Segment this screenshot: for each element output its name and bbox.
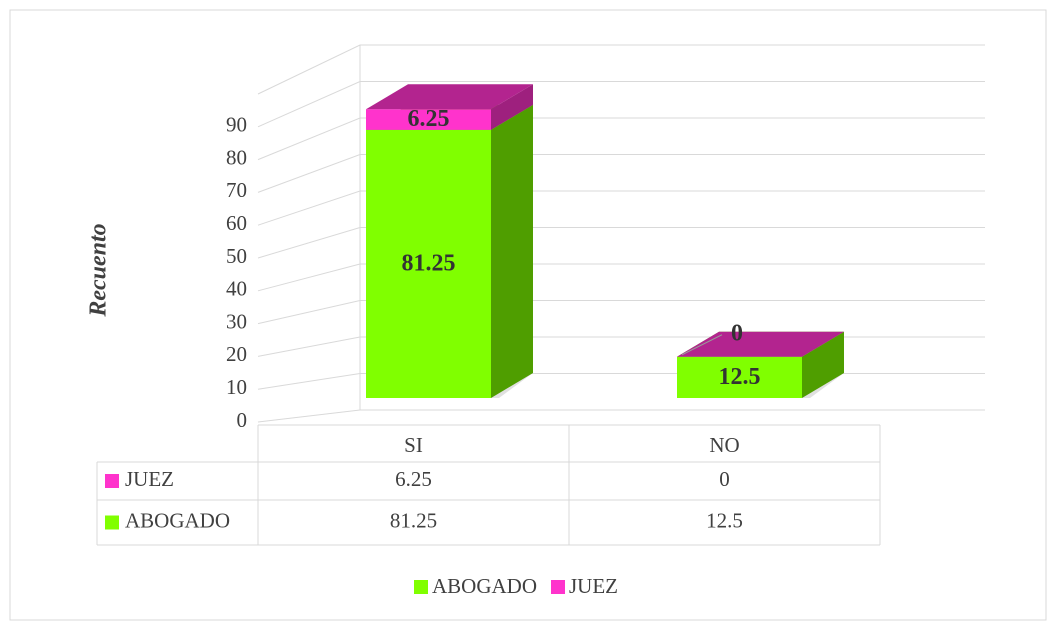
y-tick-label: 50 <box>226 244 247 268</box>
table-value: 12.5 <box>706 508 743 532</box>
y-tick-label: 20 <box>226 342 247 366</box>
table-value: 81.25 <box>390 508 437 532</box>
table-series-name: JUEZ <box>125 467 174 491</box>
y-tick-label: 30 <box>226 309 247 333</box>
y-tick-label: 70 <box>226 178 247 202</box>
bar-side <box>491 104 533 398</box>
bar-side <box>491 84 533 130</box>
legend-label: JUEZ <box>569 574 618 598</box>
data-label: 12.5 <box>719 364 761 390</box>
y-tick-label: 0 <box>237 408 248 432</box>
leader-line <box>681 334 723 356</box>
table-legend-key <box>105 515 119 530</box>
bar-front <box>677 356 802 398</box>
table-series-name: ABOGADO <box>125 508 230 532</box>
table-value: 0 <box>719 467 730 491</box>
y-tick-label: 90 <box>226 113 247 137</box>
legend-label: ABOGADO <box>432 574 537 598</box>
y-tick-label: 60 <box>226 211 247 235</box>
bar-top <box>366 84 533 110</box>
data-label: 6.25 <box>408 106 450 132</box>
y-axis-title: Recuento <box>86 223 112 317</box>
y-tick-label: 40 <box>226 277 247 301</box>
y-tick-label: 80 <box>226 145 247 169</box>
legend-key <box>414 580 428 594</box>
data-label: 81.25 <box>402 250 456 276</box>
bar-side <box>802 331 844 398</box>
legend-key <box>551 580 565 594</box>
table-header: NO <box>709 433 739 457</box>
data-label: 0 <box>731 320 743 346</box>
bar-front <box>366 129 491 398</box>
table-header: SI <box>404 433 423 457</box>
y-tick-label: 10 <box>226 375 247 399</box>
bar-front <box>366 109 491 130</box>
bar-top <box>677 331 844 357</box>
table-value: 6.25 <box>395 467 432 491</box>
table-legend-key <box>105 474 119 488</box>
